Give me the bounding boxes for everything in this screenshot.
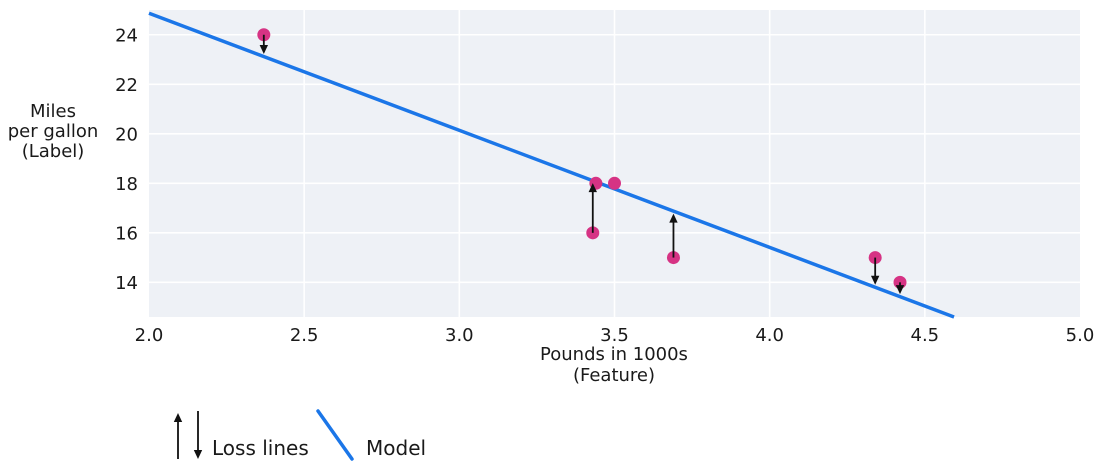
legend-model-label: Model bbox=[366, 436, 427, 460]
y-tick-label: 22 bbox=[115, 75, 138, 96]
x-tick-label: 4.0 bbox=[755, 325, 784, 346]
loss-arrow bbox=[870, 257, 880, 285]
x-tick-label: 3.5 bbox=[600, 325, 629, 346]
y-tick-label: 24 bbox=[115, 25, 138, 46]
model-legend-icon bbox=[316, 409, 354, 461]
y-axis-label-line: Miles bbox=[30, 101, 76, 122]
x-axis-label-line: (Feature) bbox=[572, 365, 656, 386]
y-tick-label: 14 bbox=[115, 273, 138, 294]
model-line bbox=[148, 11, 955, 319]
x-tick-label: 2.5 bbox=[290, 325, 319, 346]
loss-arrow bbox=[588, 183, 597, 233]
x-axis-label-line: Pounds in 1000s bbox=[540, 344, 688, 365]
legend-loss-lines-label: Loss lines bbox=[212, 436, 309, 460]
x-axis-label: Pounds in 1000s (Feature) bbox=[464, 344, 764, 386]
y-axis-label-line: per gallon bbox=[7, 121, 99, 142]
y-tick-label: 20 bbox=[115, 124, 138, 145]
x-tick-label: 2.0 bbox=[135, 325, 164, 346]
x-tick-label: 5.0 bbox=[1066, 325, 1095, 346]
data-point bbox=[608, 176, 621, 190]
y-axis-label-line: (Label) bbox=[21, 141, 85, 162]
loss-arrow bbox=[895, 282, 905, 295]
y-tick-label: 16 bbox=[115, 223, 138, 244]
loss-arrow bbox=[259, 34, 269, 55]
x-tick-label: 3.0 bbox=[445, 325, 474, 346]
loss-arrow bbox=[669, 213, 678, 258]
y-tick-label: 18 bbox=[115, 174, 138, 195]
x-tick-label: 4.5 bbox=[911, 325, 940, 346]
loss-lines-legend-icon bbox=[173, 411, 203, 459]
y-axis-label: Miles per gallon (Label) bbox=[0, 102, 106, 162]
